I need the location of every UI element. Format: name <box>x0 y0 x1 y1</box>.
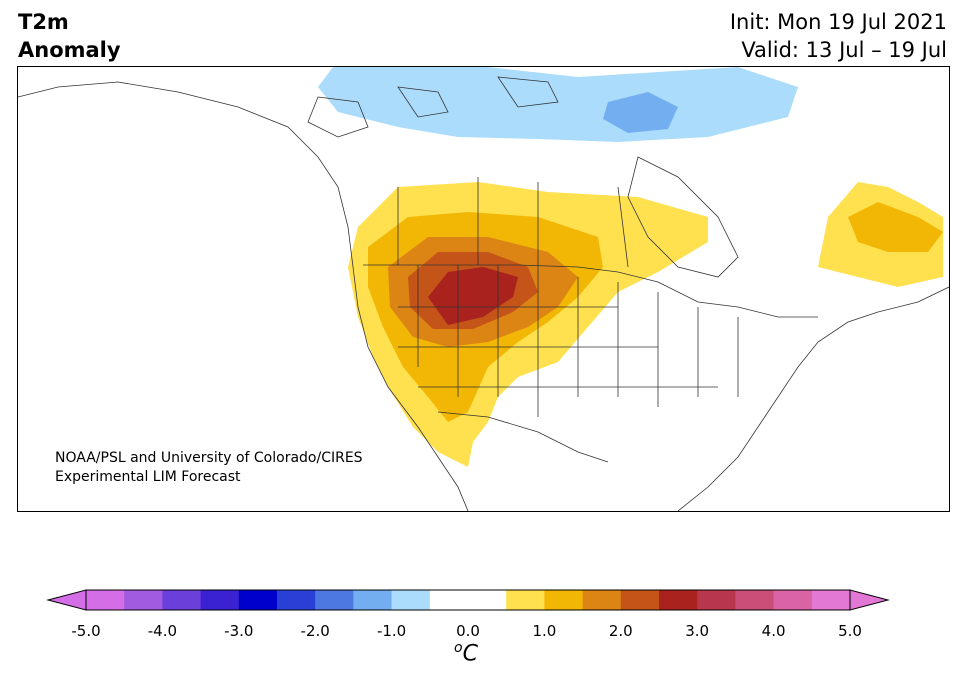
credit-text: NOAA/PSL and University of Colorado/CIRE… <box>55 449 363 487</box>
coastline-east <box>677 286 949 511</box>
colorbar-cell <box>353 590 393 610</box>
colorbar-cell <box>315 590 354 610</box>
state-lines <box>398 265 739 417</box>
anomaly-map <box>17 66 950 512</box>
map-canvas <box>18 67 949 511</box>
colorbar-cell <box>697 590 736 610</box>
cool-anomaly-region <box>318 67 798 142</box>
colorbar-cell <box>200 590 240 610</box>
colorbar-cell <box>86 590 125 610</box>
colorbar-tick-label: -5.0 <box>71 622 101 640</box>
colorbar-min-extend <box>46 589 87 611</box>
unit-letter: C <box>462 641 478 667</box>
boundaries <box>18 76 949 511</box>
colorbar-tick-label: 2.0 <box>608 622 633 640</box>
warm-anomaly-east-core <box>848 202 943 252</box>
colorbar-cell <box>582 590 622 610</box>
colorbar-cell <box>124 590 163 610</box>
colorbar-tick-label: 4.0 <box>761 622 786 640</box>
init-date: Init: Mon 19 Jul 2021 <box>729 10 947 34</box>
colorbar-tick-label: 0.0 <box>456 622 480 640</box>
colorbar-cell <box>620 590 660 610</box>
credit-line1: NOAA/PSL and University of Colorado/CIRE… <box>55 450 363 466</box>
arctic-islands <box>307 76 559 138</box>
colorbar-cell <box>506 590 545 610</box>
title-variable: T2m <box>18 10 69 34</box>
unit-label: oC <box>454 640 478 666</box>
colorbar-cell <box>429 590 469 610</box>
colorbar-tick-label: 1.0 <box>532 622 557 640</box>
credit-line2: Experimental LIM Forecast <box>55 469 241 485</box>
coastline-west <box>18 81 469 511</box>
unit-degree: o <box>454 640 463 656</box>
colorbar-tick-label: 5.0 <box>838 622 862 640</box>
colorbar-tick-label: 3.0 <box>685 622 710 640</box>
colorbar-cell <box>238 590 278 610</box>
forecast-dates: Init: Mon 19 Jul 2021 Valid: 13 Jul – 19… <box>730 8 947 64</box>
warm-anomaly-level5 <box>428 267 518 325</box>
hudson-bay <box>627 156 739 278</box>
colorbar-tick-label: -3.0 <box>224 622 254 640</box>
colorbar-cell <box>277 590 316 610</box>
colorbar-cell <box>659 590 698 610</box>
colorbar-cell <box>811 590 851 610</box>
colorbar <box>46 589 890 611</box>
colorbar-cell <box>544 590 584 610</box>
map-title: T2m Anomaly <box>18 8 121 64</box>
colorbar-outline <box>85 589 851 611</box>
colorbar-tick-label: -2.0 <box>300 622 330 640</box>
colorbar-cell <box>468 590 507 610</box>
valid-range: Valid: 13 Jul – 19 Jul <box>741 38 947 62</box>
colorbar-cell <box>162 590 202 610</box>
province-lines <box>397 177 629 268</box>
cool-anomaly-core <box>603 92 678 133</box>
colorbar-tick-label: -4.0 <box>147 622 178 640</box>
colorbar-cells <box>86 590 851 610</box>
title-anomaly: Anomaly <box>18 38 121 62</box>
colorbar-cell <box>391 590 431 610</box>
us-mexico-border <box>437 411 609 463</box>
colorbar-cell <box>773 590 813 610</box>
colorbar-tick-label: -1.0 <box>376 622 407 640</box>
colorbar-cell <box>735 590 775 610</box>
colorbar-max-extend <box>849 589 890 611</box>
